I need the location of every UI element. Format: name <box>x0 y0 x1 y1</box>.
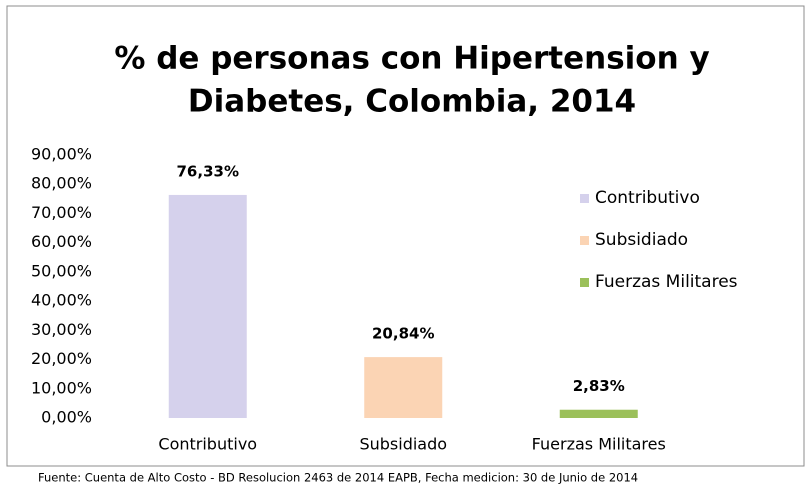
y-tick-label: 10,00% <box>31 378 92 397</box>
y-tick-label: 50,00% <box>31 261 92 280</box>
legend-swatch <box>580 194 589 203</box>
bar <box>559 409 638 418</box>
y-tick-label: 90,00% <box>31 145 92 164</box>
y-tick-label: 60,00% <box>31 232 92 251</box>
y-tick-label: 30,00% <box>31 320 92 339</box>
legend-label: Contributivo <box>595 188 700 208</box>
legend-label: Fuerzas Militares <box>595 272 738 292</box>
bar <box>168 194 247 418</box>
data-label: 76,33% <box>177 162 239 180</box>
y-tick-label: 20,00% <box>31 349 92 368</box>
x-tick-label: Contributivo <box>158 435 257 454</box>
y-tick-label: 40,00% <box>31 291 92 310</box>
y-tick-label: 0,00% <box>41 408 92 427</box>
x-tick-label: Subsidiado <box>359 435 447 454</box>
data-label: 20,84% <box>372 325 434 343</box>
data-label: 2,83% <box>573 377 625 395</box>
x-tick-label: Fuerzas Militares <box>532 435 666 454</box>
chart-title: % de personas con Hipertension y <box>114 41 709 77</box>
chart-title: Diabetes, Colombia, 2014 <box>188 84 636 120</box>
legend-swatch <box>580 278 589 287</box>
legend-label: Subsidiado <box>595 230 688 250</box>
bar <box>364 357 443 418</box>
legend-swatch <box>580 236 589 245</box>
y-tick-label: 80,00% <box>31 174 92 193</box>
footnote: Fuente: Cuenta de Alto Costo - BD Resolu… <box>38 471 638 485</box>
y-tick-label: 70,00% <box>31 203 92 222</box>
